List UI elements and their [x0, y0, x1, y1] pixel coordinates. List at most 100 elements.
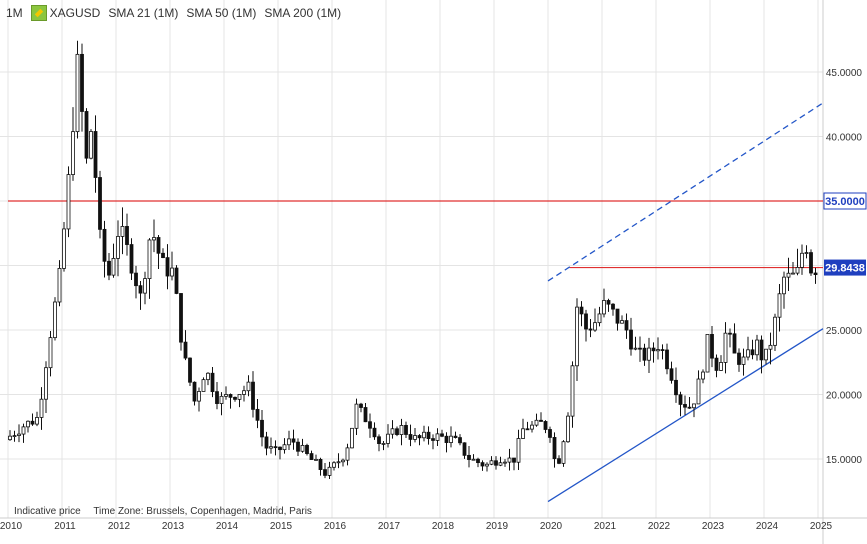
candle-up — [66, 174, 71, 230]
candle-down — [665, 349, 669, 370]
candle-down — [444, 435, 449, 443]
candle-down — [678, 394, 683, 405]
candle-up — [701, 371, 705, 380]
candle-down — [408, 434, 413, 440]
candle-down — [813, 272, 818, 276]
candle-down — [453, 435, 458, 438]
price-badge-current[interactable] — [824, 259, 866, 276]
candle-down — [305, 444, 309, 454]
candle-up — [246, 381, 251, 392]
instrument-logo-icon — [30, 5, 47, 21]
candle-down — [431, 438, 435, 441]
candle-up — [705, 334, 710, 373]
indicator-sma50[interactable]: SMA 50 (1M) — [186, 6, 257, 20]
candle-up — [224, 394, 228, 397]
x-tick-label: 2015 — [270, 521, 293, 532]
candle-down — [215, 391, 219, 404]
candle-up — [386, 433, 390, 444]
x-axis: 2010 2011 2012 2013 2014 2015 2016 2017 2018 2019… — [0, 521, 833, 532]
candle-up — [768, 344, 773, 350]
candle-down — [125, 226, 129, 245]
indicative-price-note: Indicative price — [14, 506, 81, 517]
candle-up — [237, 394, 242, 400]
candle-down — [255, 408, 260, 421]
x-tick-label: 2014 — [216, 521, 239, 532]
y-tick-label: 45.0000 — [826, 68, 863, 79]
candle-up — [8, 435, 12, 441]
candle-up — [89, 131, 93, 159]
candle-down — [579, 306, 584, 315]
interval-label[interactable]: 1M — [6, 6, 23, 20]
candle-down — [138, 285, 143, 294]
candle-down — [615, 308, 620, 324]
candle-up — [354, 403, 359, 429]
candle-down — [30, 420, 35, 425]
y-tick-label: 15.0000 — [826, 455, 863, 466]
candle-up — [782, 276, 786, 295]
candle-up — [498, 462, 503, 466]
candle-up — [804, 252, 809, 254]
candle-down — [539, 419, 543, 422]
candle-up — [692, 403, 696, 409]
indicator-sma21[interactable]: SMA 21 (1M) — [108, 6, 179, 20]
candle-up — [57, 268, 62, 303]
candle-down — [363, 407, 368, 423]
candle-down — [584, 313, 588, 330]
candle-up — [723, 332, 728, 363]
x-tick-label: 2023 — [702, 521, 725, 532]
candle-down — [210, 372, 215, 393]
candle-down — [714, 357, 719, 371]
candle-up — [26, 420, 30, 428]
channel-lower-line[interactable] — [547, 328, 824, 503]
x-tick-label: 2019 — [486, 521, 509, 532]
candle-up — [300, 444, 305, 452]
candle-down — [426, 431, 431, 439]
price-badge-level-label: 35.0000 — [825, 196, 865, 208]
candle-down — [98, 177, 102, 230]
trendlines — [547, 102, 824, 503]
candle-up — [633, 347, 638, 350]
candle-up — [147, 239, 152, 280]
candle-down — [80, 53, 84, 112]
candle-down — [750, 349, 755, 356]
candle-down — [377, 436, 381, 444]
price-badge-current-label: 29.8438 — [825, 263, 865, 275]
x-tick-label: 2025 — [810, 521, 833, 532]
indicator-sma200[interactable]: SMA 200 (1M) — [264, 6, 342, 20]
candle-down — [359, 403, 363, 408]
price-badges: 35.0000 29.8438 — [823, 192, 867, 276]
candle-up — [219, 395, 224, 404]
candle-down — [674, 379, 678, 396]
candle-up — [786, 272, 791, 278]
candle-down — [372, 427, 377, 438]
candle-up — [449, 435, 453, 443]
price-badge-level[interactable] — [823, 192, 867, 210]
candle-down — [552, 437, 557, 460]
candle-down — [476, 458, 480, 464]
candle-up — [116, 236, 120, 259]
candle-up — [35, 417, 39, 425]
x-tick-label: 2020 — [540, 521, 563, 532]
candle-down — [669, 368, 674, 381]
candle-down — [642, 347, 647, 361]
channel-upper-line[interactable] — [547, 102, 824, 282]
candle-up — [197, 391, 201, 402]
candle-down — [309, 453, 314, 460]
candle-up — [746, 349, 750, 358]
candle-down — [687, 406, 692, 409]
symbol-label[interactable]: XAGUSD — [49, 6, 101, 20]
candle-down — [134, 272, 138, 287]
candle-up — [341, 459, 345, 463]
candle-down — [107, 260, 111, 276]
candle-down — [273, 446, 278, 449]
candle-down — [161, 252, 165, 259]
candle-up — [53, 301, 57, 339]
candle-down — [93, 131, 98, 178]
candle-up — [413, 435, 417, 440]
candle-up — [647, 347, 651, 361]
candle-down — [192, 381, 197, 402]
candle-down — [278, 446, 282, 451]
candle-up — [12, 435, 17, 437]
candle-down — [156, 237, 161, 254]
